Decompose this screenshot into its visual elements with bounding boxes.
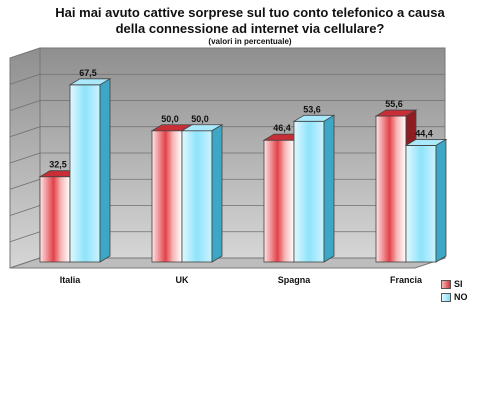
gridline	[9, 100, 41, 111]
category-label: UK	[176, 275, 189, 285]
data-label: 67,5	[79, 68, 97, 78]
chart-subtitle: (valori in percentuale)	[208, 37, 292, 46]
bar-side-no-spagna	[323, 114, 335, 263]
legend-swatch-no	[441, 292, 451, 302]
bar-no-italia	[69, 84, 101, 263]
bar-si-italia	[39, 176, 71, 263]
gridline	[9, 126, 41, 138]
bar-si-uk	[151, 130, 183, 263]
bar-side-no-italia	[99, 78, 111, 263]
category-label: Francia	[390, 275, 423, 285]
bar-side-no-francia	[435, 138, 447, 263]
legend-item-no: NO	[441, 291, 468, 303]
legend-label-si: SI	[454, 279, 463, 289]
data-label: 55,6	[385, 99, 403, 109]
legend-label-no: NO	[454, 292, 468, 302]
gridline	[9, 205, 41, 216]
data-label: 50,0	[191, 114, 209, 124]
category-label: Italia	[60, 275, 82, 285]
data-label: 32,5	[49, 160, 67, 170]
data-label: 46,4	[273, 123, 291, 133]
bar-si-spagna	[263, 139, 295, 263]
chart-floor	[9, 257, 446, 269]
gridline	[9, 73, 41, 85]
gridline	[9, 178, 41, 190]
gridline	[9, 152, 41, 164]
chart-title: Hai mai avuto cattive sorprese sul tuo c…	[55, 5, 445, 36]
gridline	[9, 231, 41, 243]
bar-si-francia	[375, 115, 407, 263]
data-label: 44,4	[415, 128, 433, 138]
data-label: 50,0	[161, 114, 179, 124]
data-label: 53,6	[303, 104, 321, 114]
bar-no-uk	[181, 130, 213, 263]
legend-swatch-si	[441, 279, 451, 289]
bar-no-francia	[405, 145, 437, 263]
legend-item-si: SI	[441, 278, 468, 290]
chart-legend: SI NO	[441, 278, 468, 304]
category-label: Spagna	[278, 275, 312, 285]
bar-side-no-uk	[211, 124, 223, 263]
bar-no-spagna	[293, 120, 325, 263]
